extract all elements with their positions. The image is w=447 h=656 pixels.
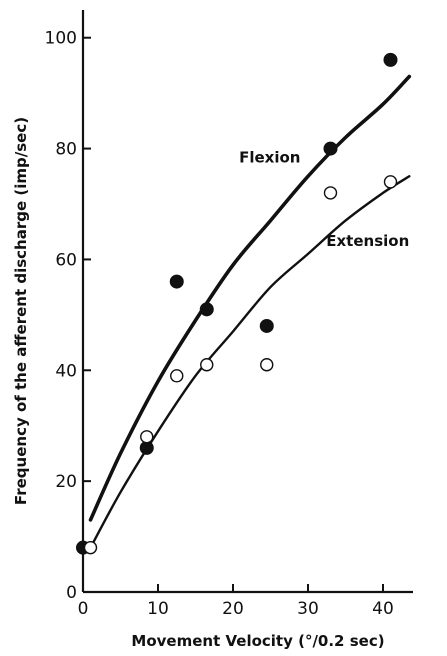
y-tick-label: 80 [55,140,77,160]
extension-data-point [260,358,274,372]
y-axis-title: Frequency of the afferent discharge (imp… [12,117,30,505]
labels: 0 20 40 60 80 100 0 10 20 30 40 Movement Velocity (… [12,29,409,650]
x-axis-title: Movement Velocity (°/0.2 sec) [131,632,384,650]
extension-data-point [323,186,338,200]
flexion-fit-curve [88,74,412,522]
axes [81,10,413,594]
y-tick-label: 20 [55,472,77,492]
y-tick-label: 60 [55,250,77,270]
fit-curves [88,74,412,549]
y-tick-label: 0 [66,583,77,603]
tick-marks [82,36,384,593]
y-tick-label: 100 [45,29,77,49]
x-tick-label: 20 [222,599,244,619]
series-label-flexion: Flexion [239,149,300,167]
extension-data-point [83,540,98,555]
y-tick-label: 40 [55,361,77,381]
x-tick-label: 0 [78,599,89,619]
flexion-data-point [169,274,184,289]
flexion-data-point [259,318,274,333]
flexion-data-point [383,52,398,67]
extension-data-point [140,430,154,444]
data-points [76,52,398,555]
extension-data-point [200,358,214,372]
extension-data-point [170,369,184,383]
x-tick-label: 10 [147,599,169,619]
series-label-extension: Extension [326,232,409,250]
extension-fit-curve [89,175,411,549]
flexion-data-point [323,141,338,156]
extension-data-point [383,175,398,189]
x-tick-label: 30 [297,599,319,619]
flexion-data-point [199,302,214,317]
x-tick-label: 40 [372,599,394,619]
